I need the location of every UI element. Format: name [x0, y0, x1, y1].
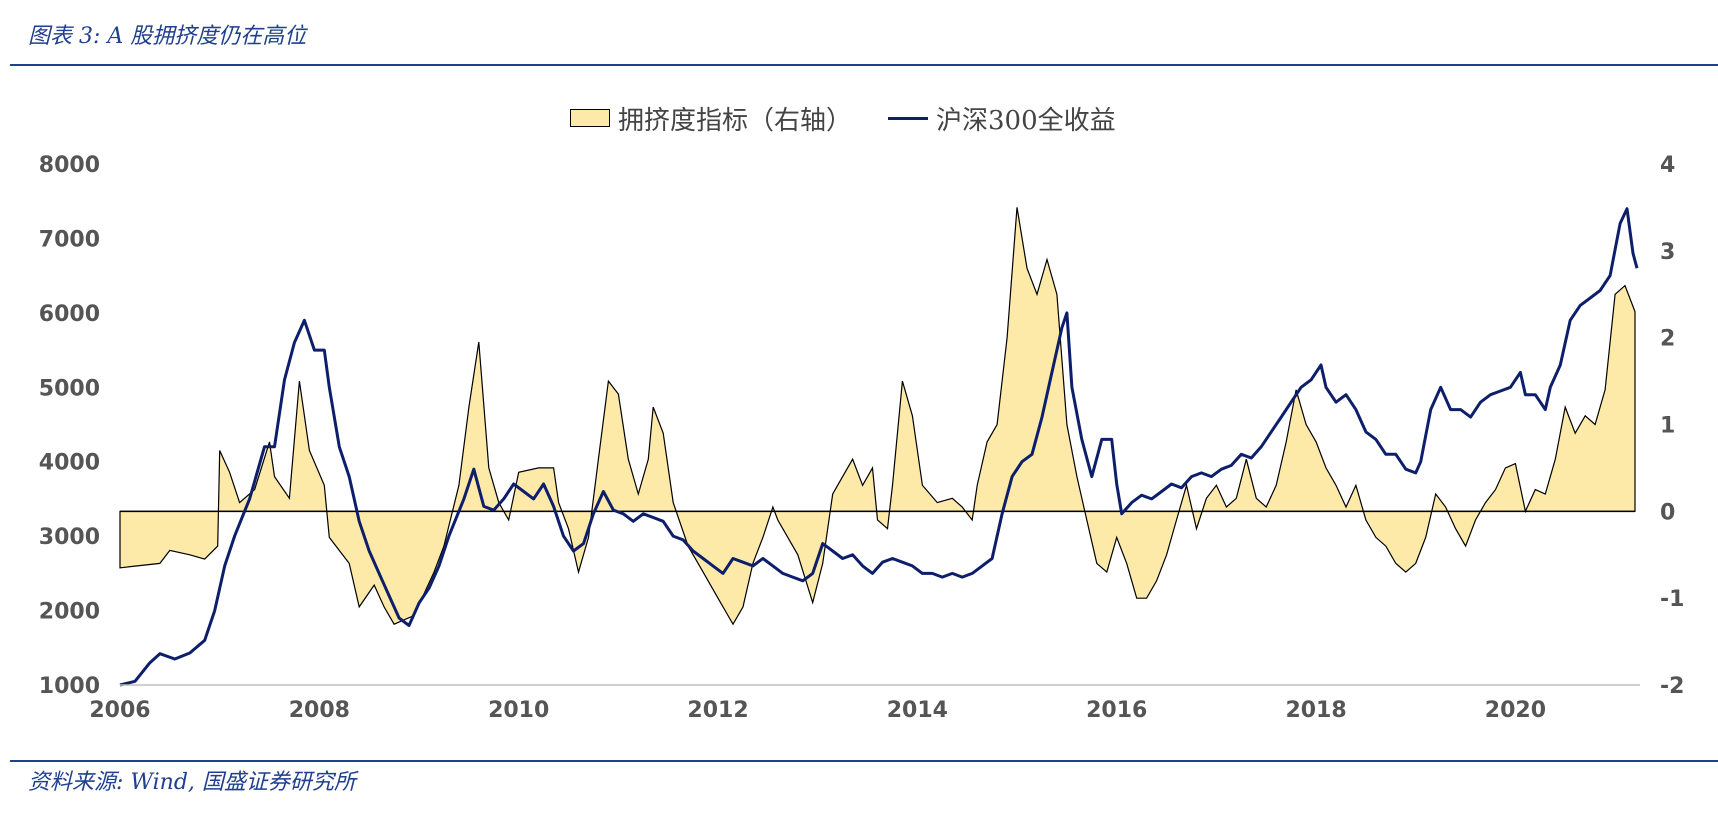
x-tick-label: 2016 [1086, 698, 1147, 723]
y-right-tick-label: -2 [1660, 674, 1684, 699]
x-tick-label: 2006 [89, 698, 150, 723]
legend-swatch-area [570, 109, 610, 127]
x-tick-label: 2018 [1285, 698, 1346, 723]
y-left-tick-label: 3000 [39, 525, 100, 550]
y-right-tick-label: 2 [1660, 327, 1675, 352]
y-left-tick-label: 2000 [39, 600, 100, 625]
axis-layer: 2006 2008 2010 2012 2014 2016 2018 202010002000… [39, 153, 1685, 723]
y-left-tick-label: 1000 [39, 674, 100, 699]
x-tick-label: 2010 [488, 698, 549, 723]
crowding-area-layer [119, 207, 1636, 626]
y-left-tick-label: 7000 [39, 227, 100, 252]
source-note: 资料来源: Wind, 国盛证券研究所 [28, 770, 356, 795]
x-tick-label: 2020 [1485, 698, 1546, 723]
legend-item-area: 拥挤度指标（右轴） [570, 100, 852, 137]
y-right-tick-label: 4 [1660, 153, 1675, 178]
y-right-tick-label: 1 [1660, 414, 1675, 439]
legend-label-line: 沪深300全收益 [936, 105, 1116, 136]
chart-legend: 拥挤度指标（右轴） 沪深300全收益 [570, 100, 1152, 136]
series-hs300-line [119, 207, 1639, 687]
y-left-tick-label: 6000 [39, 302, 100, 327]
index-line-layer [119, 207, 1639, 687]
footer-divider [10, 760, 1718, 762]
x-tick-label: 2012 [687, 698, 748, 723]
y-right-tick-label: 3 [1660, 240, 1675, 265]
legend-label-area: 拥挤度指标（右轴） [618, 105, 853, 136]
y-right-tick-label: -1 [1660, 587, 1684, 612]
y-left-tick-label: 8000 [39, 153, 100, 178]
header-divider [10, 64, 1718, 66]
y-right-tick-label: 0 [1660, 500, 1675, 525]
x-tick-label: 2014 [887, 698, 948, 723]
y-left-tick-label: 4000 [39, 451, 100, 476]
series-crowding-area [119, 207, 1636, 626]
legend-swatch-line [888, 116, 929, 120]
y-left-tick-label: 5000 [39, 376, 100, 401]
legend-item-line: 沪深300全收益 [888, 100, 1116, 137]
figure-title: 图表 3: A 股拥挤度仍在高位 [28, 24, 307, 49]
x-tick-label: 2008 [289, 698, 350, 723]
